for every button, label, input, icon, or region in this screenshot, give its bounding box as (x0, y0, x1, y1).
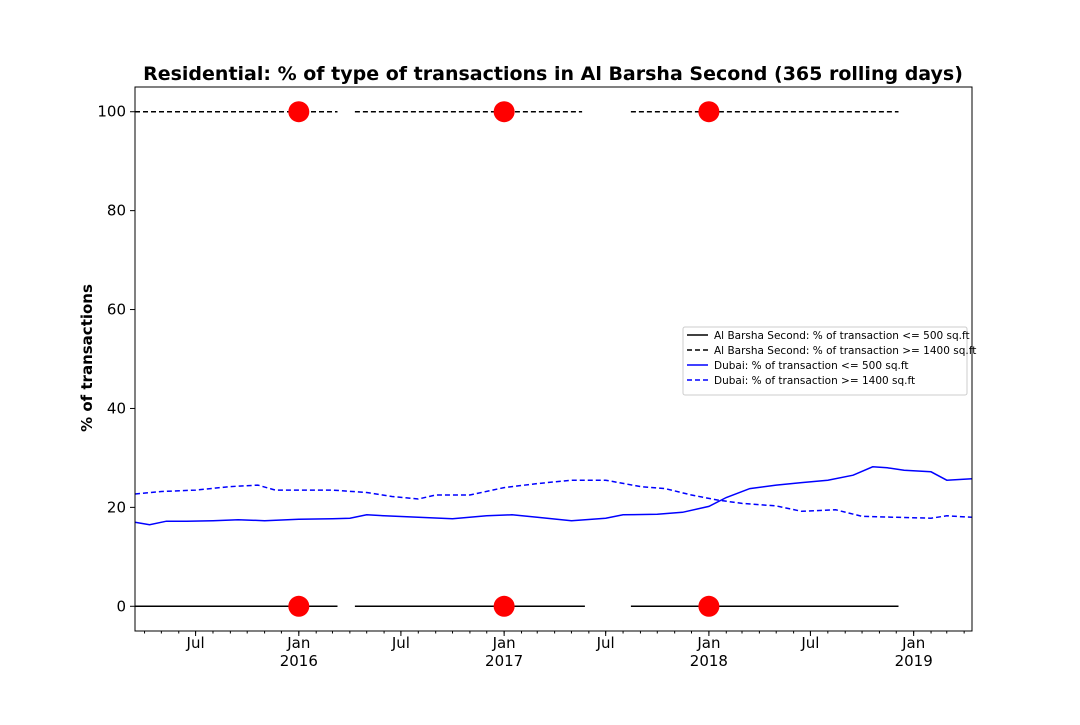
x-tick-year-label-5: 2018 (690, 652, 728, 670)
legend-entry-2: Dubai: % of transaction <= 500 sq.ft (714, 360, 908, 372)
x-tick-year-label-1: 2016 (280, 652, 318, 670)
y-tick-label-40: 40 (107, 399, 126, 417)
series-2-segment-0 (134, 466, 973, 526)
x-tick-label-6: Jul (800, 634, 819, 652)
marker-2 (698, 101, 720, 123)
legend-entry-0: Al Barsha Second: % of transaction <= 50… (714, 330, 970, 342)
y-tick-label-60: 60 (107, 301, 126, 319)
legend-entry-1: Al Barsha Second: % of transaction >= 14… (714, 345, 976, 357)
marker-3 (288, 595, 310, 617)
x-tick-label-2: Jul (391, 634, 410, 652)
series-3-segment-0 (134, 479, 973, 519)
marker-5 (698, 595, 720, 617)
marker-1 (493, 101, 515, 123)
x-tick-label-5: Jan (696, 634, 720, 652)
legend-entry-3: Dubai: % of transaction >= 1400 sq.ft (714, 375, 915, 387)
y-tick-label-20: 20 (107, 498, 126, 516)
legend-box (682, 326, 968, 396)
x-tick-year-label-7: 2019 (895, 652, 933, 670)
chart-title: Residential: % of type of transactions i… (143, 63, 963, 85)
legend: Al Barsha Second: % of transaction <= 50… (682, 326, 976, 396)
x-tick-label-1: Jan (286, 634, 310, 652)
y-tick-label-0: 0 (116, 597, 126, 615)
x-tick-year-label-3: 2017 (485, 652, 523, 670)
marker-4 (493, 595, 515, 617)
x-tick-label-7: Jan (901, 634, 925, 652)
y-axis-label: % of transactions (78, 284, 96, 432)
x-tick-label-4: Jul (596, 634, 615, 652)
y-tick-label-80: 80 (107, 202, 126, 220)
marker-0 (288, 101, 310, 123)
plot-area (134, 101, 973, 617)
y-tick-label-100: 100 (97, 103, 126, 121)
x-tick-label-0: Jul (186, 634, 205, 652)
x-tick-label-3: Jan (492, 634, 516, 652)
plot-frame (134, 86, 973, 632)
